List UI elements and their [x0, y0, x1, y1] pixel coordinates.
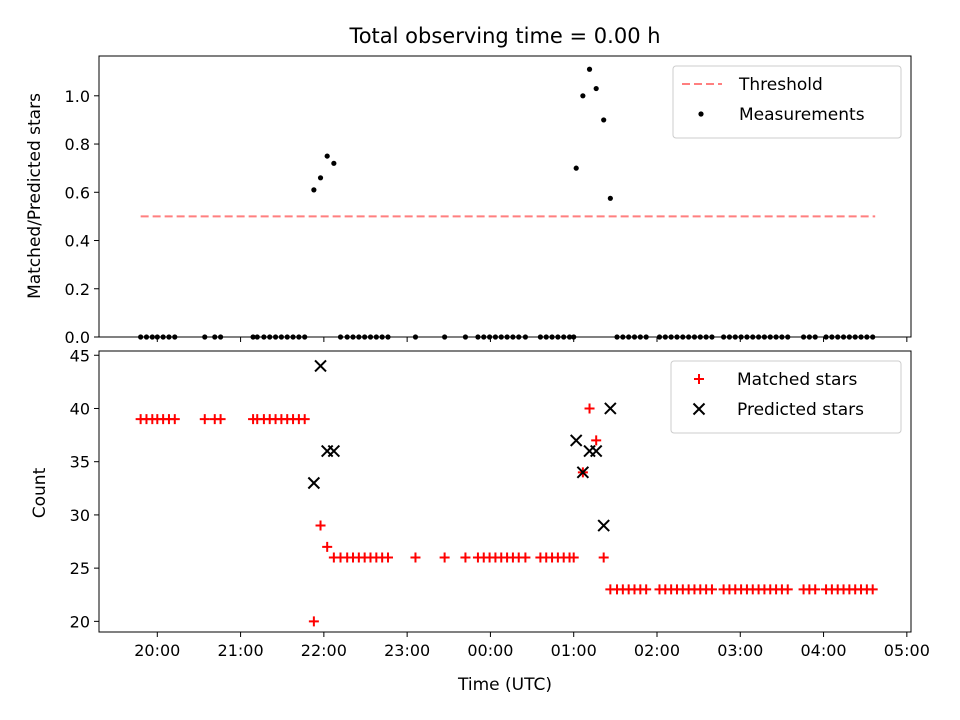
bottom-legend-box: [670, 360, 902, 434]
predicted-star-point: [327, 444, 341, 458]
top-legend: Threshold Measurements: [672, 65, 902, 139]
matched-star-point: [584, 403, 595, 414]
matched-star-point: [598, 552, 609, 563]
top-y-tick-label: 0.4: [65, 232, 90, 251]
predicted-star-point: [569, 434, 583, 447]
matched-star-point: [299, 414, 310, 425]
bottom-y-axis-label: Count: [30, 467, 50, 518]
x-tick-label: 22:00: [301, 641, 347, 660]
measurement-point: [573, 165, 579, 171]
bottom-y-tick-label: 45: [70, 346, 90, 365]
x-tick-label: 00:00: [467, 641, 513, 660]
predicted-star-point: [314, 359, 327, 373]
matched-star-point: [410, 552, 421, 563]
top-legend-box: [672, 65, 902, 139]
matched-star-point: [867, 584, 878, 595]
bottom-y-tick-label: 35: [70, 453, 90, 472]
measurement-point: [331, 160, 337, 166]
legend-label: Matched stars: [737, 370, 857, 390]
predicted-star-point: [589, 444, 603, 458]
measurement-point: [593, 85, 599, 92]
matched-star-point: [308, 616, 319, 627]
matched-star-point: [439, 552, 450, 563]
bottom-y-tick-label: 20: [70, 612, 90, 631]
x-tick-label: 02:00: [634, 641, 680, 660]
bottom-y-tick-label: 40: [70, 399, 90, 418]
matched-star-point: [215, 414, 226, 425]
chart-title: Total observing time = 0.00 h: [348, 24, 660, 48]
x-tick-label: 20:00: [134, 641, 180, 660]
matched-star-point: [199, 414, 210, 425]
legend-label: Measurements: [739, 105, 865, 125]
matched-star-point: [322, 541, 333, 552]
legend-measurement-swatch: [698, 111, 704, 117]
bottom-plot-area: 20:00 21:00 22:00 23:00 00:00 01:00 02:00 03:00…: [70, 346, 930, 660]
legend-label: Predicted stars: [737, 400, 864, 420]
x-tick-label: 21:00: [218, 641, 264, 660]
matched-star-point: [169, 414, 180, 425]
matched-star-point: [568, 552, 579, 563]
measurement-point: [586, 66, 593, 72]
matched-star-point: [706, 584, 717, 595]
matched-star-point: [460, 552, 471, 563]
matched-star-point: [520, 552, 531, 563]
top-axes-frame: [98, 55, 912, 338]
matched-star-point: [315, 520, 326, 531]
measurement-point: [601, 117, 607, 123]
x-tick-label: 03:00: [717, 641, 763, 660]
measurement-point: [580, 93, 586, 99]
x-axis-label: Time (UTC): [457, 675, 552, 695]
top-y-tick-label: 0.6: [65, 183, 90, 202]
legend-label: Threshold: [738, 75, 823, 95]
top-y-tick-label: 0.8: [65, 135, 90, 154]
measurement-point: [311, 187, 317, 193]
matched-star-point: [641, 584, 652, 595]
matched-star-point: [810, 584, 821, 595]
bottom-y-tick-label: 25: [70, 559, 90, 578]
legend-matched-swatch: [694, 374, 704, 384]
bottom-y-tick-label: 30: [70, 506, 90, 525]
top-y-tick-label: 1.0: [65, 87, 90, 106]
top-y-tick-label: 0.0: [65, 328, 90, 347]
matched-star-point: [591, 435, 602, 446]
top-y-axis-label: Matched/Predicted stars: [25, 93, 45, 299]
x-tick-label: 23:00: [384, 641, 430, 660]
x-tick-label: 04:00: [800, 641, 846, 660]
bottom-legend: Matched stars Predicted stars: [670, 360, 902, 434]
measurement-point: [324, 153, 330, 159]
legend-predicted-swatch: [692, 402, 706, 416]
measurement-point: [607, 195, 613, 201]
predicted-star-point: [604, 402, 617, 415]
predicted-star-point: [597, 519, 610, 532]
measurement-point: [317, 175, 324, 181]
x-tick-label: 05:00: [884, 641, 930, 660]
matched-star-point: [382, 552, 393, 563]
predicted-star-point: [576, 466, 590, 479]
matched-star-point: [782, 584, 793, 595]
predicted-star-point: [307, 476, 321, 490]
bottom-axes-frame: [98, 350, 912, 633]
top-y-tick-label: 0.2: [65, 280, 90, 299]
x-tick-label: 01:00: [551, 641, 597, 660]
